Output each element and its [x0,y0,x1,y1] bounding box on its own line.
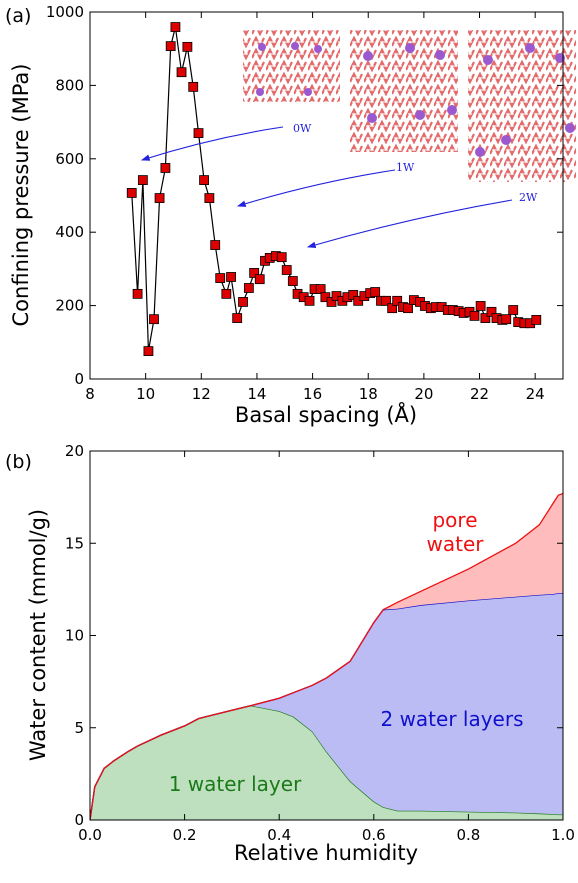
data-marker [226,272,236,282]
data-marker [508,305,519,315]
data-marker [370,287,381,297]
data-marker [182,41,193,52]
plot [90,492,563,820]
x-tick-label: 0.2 [173,826,197,844]
annotation-arrow [236,169,396,207]
annotation-arrow [306,199,513,249]
y-tick-label: 200 [55,297,84,315]
data-marker [304,295,315,306]
data-marker [381,295,391,306]
area-edge [90,492,563,820]
x-tick-label: 12 [192,385,211,403]
y-tick-label: 800 [55,76,84,94]
y-axis-label: Water content (mmol/g) [26,509,50,761]
x-tick-label: 20 [414,385,433,403]
y-tick-label: 15 [65,534,84,552]
data-marker [392,295,403,306]
x-tick-label: 0.4 [267,826,291,844]
data-marker [132,288,143,299]
data-marker [170,22,181,32]
y-tick-label: 1000 [46,3,84,21]
y-axis-label: Confining pressure (MPa) [9,64,33,327]
data-marker [475,301,486,311]
area-label: pore water [426,508,484,556]
y-tick-label: 10 [65,627,84,645]
data-marker [199,175,209,185]
data-marker [204,193,215,203]
x-tick-label: 16 [303,385,322,403]
data-marker [276,252,287,263]
data-marker [160,163,171,173]
data-marker [215,273,226,283]
x-tick-label: 8 [85,385,95,403]
x-tick-label: 0.6 [362,826,386,844]
data-marker [176,67,187,78]
data-marker [210,240,221,250]
area [90,593,563,820]
data-marker [221,288,232,299]
data-marker [315,284,326,294]
data-marker [232,313,243,323]
data-marker [243,283,254,293]
data-marker [387,303,398,314]
x-tick-label: 22 [470,385,489,403]
x-tick-label: 0.0 [78,826,102,844]
x-tick-label: 1.0 [551,826,575,844]
molecular-insets [243,30,576,182]
data-marker [281,265,292,275]
data-marker [480,313,491,323]
y-tick-label: 0 [74,811,84,829]
area-label: 1 water layer [169,772,302,796]
data-marker [137,175,148,185]
data-marker [348,290,359,300]
data-marker [501,314,512,325]
x-tick-label: 14 [247,385,266,403]
data-marker [143,346,154,357]
y-tick-label: 0 [74,370,84,388]
data-marker [287,276,298,286]
data-marker [486,306,497,317]
plot [126,22,542,357]
y-tick-label: 20 [65,442,84,460]
data-marker [238,297,248,307]
area-label: 2 water layers [380,707,523,731]
area-label-box: pore water [426,508,484,556]
data-marker [469,310,480,321]
annotation: 0W [293,122,312,135]
x-axis-label: Basal spacing (Å) [235,401,417,427]
x-tick-label: 0.8 [456,826,480,844]
panel-label: (a) [5,5,31,27]
plot-frame [89,11,564,380]
data-marker [193,128,204,139]
y-tick-label: 400 [55,223,84,241]
data-marker [149,314,159,325]
area [90,705,563,820]
data-marker [126,188,137,198]
data-marker [254,274,265,285]
annotation: 2W [519,191,538,204]
data-marker [188,81,199,92]
data-marker [531,315,542,325]
panel-label: (b) [5,451,32,473]
x-tick-label: 24 [526,385,545,403]
data-marker [154,193,165,203]
annotation: 1W [396,161,415,174]
y-tick-label: 5 [74,719,84,737]
data-marker [165,41,176,52]
data-marker [249,268,260,278]
x-tick-label: 10 [136,385,155,403]
x-axis-label: Relative humidity [234,841,418,865]
data-marker [403,303,413,314]
annotation-arrow [140,126,284,161]
x-tick-label: 18 [359,385,378,403]
y-tick-label: 600 [55,150,84,168]
data-marker [326,297,337,307]
plot-frame [89,450,564,821]
